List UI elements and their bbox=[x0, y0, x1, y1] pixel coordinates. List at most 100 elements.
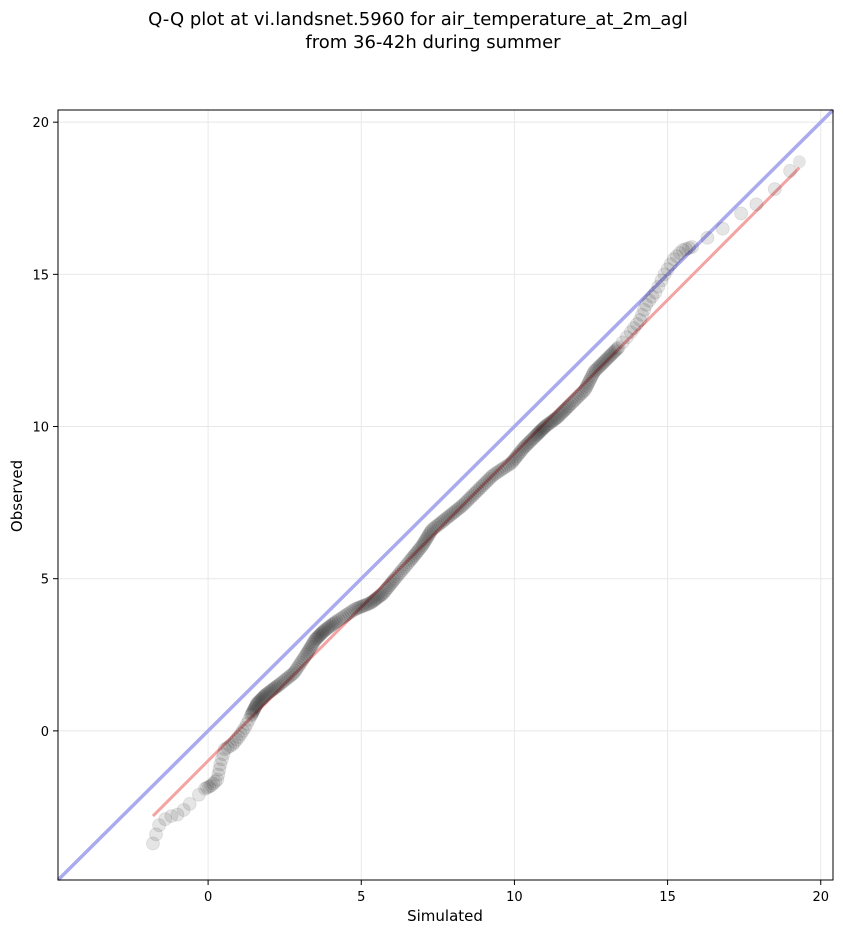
y-tick-label: 5 bbox=[41, 573, 49, 588]
qq-point bbox=[520, 436, 535, 451]
qq-point bbox=[555, 404, 570, 419]
qq-point bbox=[557, 403, 572, 418]
qq-point bbox=[225, 737, 240, 752]
qq-point bbox=[244, 707, 259, 722]
qq-point bbox=[217, 742, 232, 757]
qq-point bbox=[312, 628, 327, 643]
qq-point bbox=[534, 422, 549, 437]
qq-point bbox=[204, 778, 219, 793]
qq-point bbox=[669, 249, 684, 264]
qq-point bbox=[607, 344, 622, 359]
qq-point bbox=[530, 426, 545, 441]
qq-point bbox=[593, 357, 608, 372]
qq-point bbox=[202, 779, 217, 794]
qq-point bbox=[603, 348, 618, 363]
qq-point bbox=[619, 330, 634, 345]
qq-point bbox=[370, 590, 385, 605]
qq-point bbox=[421, 528, 436, 543]
qq-point bbox=[252, 694, 267, 709]
qq-point bbox=[211, 767, 226, 782]
qq-point bbox=[537, 420, 552, 435]
qq-point bbox=[448, 504, 463, 519]
qq-point bbox=[505, 454, 520, 469]
qq-point bbox=[182, 796, 197, 811]
qq-point bbox=[577, 383, 592, 397]
qq-point bbox=[586, 366, 601, 381]
qq-point bbox=[241, 712, 256, 727]
qq-point bbox=[420, 529, 435, 544]
qq-point bbox=[513, 444, 528, 459]
qq-point bbox=[440, 510, 455, 525]
qq-point bbox=[267, 681, 282, 696]
qq-point bbox=[783, 163, 798, 178]
qq-point bbox=[443, 508, 458, 523]
qq-point bbox=[303, 641, 318, 656]
qq-point bbox=[637, 302, 652, 317]
fit-line bbox=[151, 166, 801, 818]
qq-point bbox=[502, 457, 517, 472]
qq-point bbox=[318, 622, 333, 637]
qq-point bbox=[551, 409, 566, 424]
qq-point bbox=[539, 418, 554, 433]
qq-point bbox=[398, 559, 413, 574]
qq-point bbox=[328, 615, 343, 630]
qq-point bbox=[553, 407, 568, 422]
qq-point bbox=[305, 637, 320, 652]
qq-point bbox=[256, 690, 271, 705]
qq-point bbox=[416, 536, 431, 551]
qq-point bbox=[321, 620, 336, 635]
qq-point bbox=[233, 726, 248, 741]
qq-point bbox=[301, 644, 316, 659]
qq-point bbox=[223, 739, 238, 754]
qq-point bbox=[220, 740, 235, 755]
qq-point bbox=[344, 604, 359, 619]
qq-point bbox=[206, 776, 221, 791]
qq-point bbox=[548, 411, 563, 426]
qq-point bbox=[300, 646, 315, 661]
qq-point bbox=[358, 598, 373, 613]
qq-point bbox=[259, 687, 274, 702]
qq-point bbox=[164, 809, 179, 824]
qq-point bbox=[235, 723, 250, 738]
qq-point bbox=[578, 380, 593, 395]
qq-point bbox=[407, 548, 422, 563]
qq-point bbox=[629, 317, 644, 332]
qq-point bbox=[436, 513, 451, 528]
qq-point bbox=[599, 352, 614, 367]
qq-point bbox=[283, 668, 298, 683]
qq-point bbox=[524, 432, 539, 447]
qq-point bbox=[408, 546, 423, 561]
qq-point bbox=[385, 575, 400, 590]
qq-point bbox=[792, 155, 806, 169]
qq-point bbox=[250, 696, 265, 711]
qq-point bbox=[611, 340, 626, 355]
qq-point bbox=[484, 469, 499, 484]
qq-point bbox=[512, 445, 527, 460]
qq-point bbox=[567, 393, 582, 408]
qq-point bbox=[302, 642, 317, 657]
qq-point bbox=[507, 452, 522, 467]
qq-point bbox=[519, 438, 534, 453]
qq-point bbox=[572, 388, 587, 403]
qq-point bbox=[472, 481, 487, 496]
qq-point bbox=[562, 398, 577, 413]
qq-point bbox=[227, 735, 242, 750]
x-tick-label: 15 bbox=[659, 890, 676, 905]
qq-point bbox=[429, 518, 444, 533]
qq-point bbox=[678, 241, 693, 256]
qq-point bbox=[544, 414, 559, 429]
qq-point bbox=[258, 688, 273, 703]
qq-point bbox=[523, 434, 538, 449]
qq-point bbox=[304, 639, 319, 654]
qq-point bbox=[281, 670, 296, 685]
one-to-one-line bbox=[56, 108, 835, 882]
qq-point bbox=[490, 465, 505, 480]
qq-point bbox=[257, 689, 272, 704]
qq-point bbox=[145, 836, 160, 851]
qq-point bbox=[249, 697, 264, 712]
qq-point bbox=[660, 262, 675, 277]
qq-point bbox=[589, 362, 604, 377]
qq-point bbox=[310, 630, 325, 645]
qq-point bbox=[626, 321, 641, 336]
